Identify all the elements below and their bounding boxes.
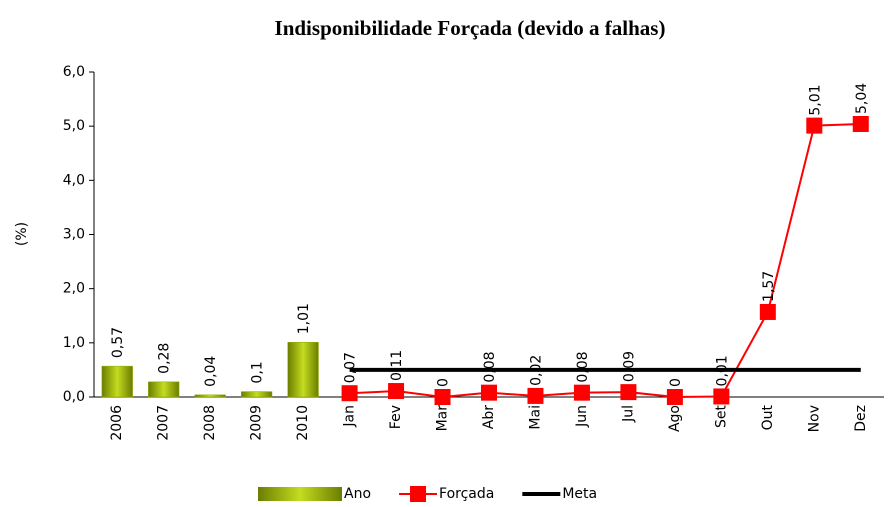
chart-title: Indisponibilidade Forçada (devido a falh…	[275, 16, 666, 40]
y-tick-label: 6,0	[63, 64, 85, 80]
data-label: 1,01	[296, 303, 312, 334]
x-tick-label: 2007	[156, 405, 172, 441]
marker	[434, 389, 451, 405]
data-label: 0,09	[621, 351, 637, 382]
data-label: 0,08	[482, 351, 498, 382]
bar	[194, 394, 226, 398]
data-label: 0	[436, 378, 452, 387]
marker	[573, 384, 590, 401]
x-tick-label: Jul	[620, 405, 636, 423]
bar	[241, 391, 273, 398]
x-tick-label: Mar	[435, 405, 451, 432]
x-tick-label: 2009	[249, 405, 265, 441]
y-tick-label: 2,0	[63, 281, 85, 297]
x-tick-label: Nov	[806, 405, 822, 432]
x-tick-label: Mai	[527, 405, 543, 430]
data-label: 0,08	[575, 351, 591, 382]
x-tick-label: Set	[713, 405, 729, 429]
x-tick-label: Jan	[342, 405, 358, 428]
legend-label: Meta	[562, 486, 597, 502]
y-tick-label: 0,0	[63, 389, 85, 405]
x-tick-label: 2010	[295, 405, 311, 441]
data-label: 0	[668, 378, 684, 387]
x-tick-label: Jun	[574, 405, 590, 428]
marker	[713, 388, 730, 405]
marker	[806, 117, 823, 134]
legend-label: Forçada	[439, 486, 494, 502]
marker	[852, 116, 869, 132]
y-tick-label: 1,0	[63, 335, 85, 351]
legend-marker	[410, 486, 427, 502]
marker	[388, 383, 405, 400]
legend-label: Ano	[344, 486, 371, 502]
x-tick-label: 2008	[202, 405, 218, 441]
x-tick-label: 2006	[109, 405, 125, 441]
x-tick-label: Fev	[388, 405, 404, 429]
x-tick-label: Out	[760, 404, 776, 430]
y-tick-label: 3,0	[63, 227, 85, 243]
marker	[481, 384, 497, 401]
legend-swatch	[258, 487, 342, 501]
marker	[341, 385, 358, 402]
marker	[759, 303, 776, 320]
data-label: 0,04	[203, 356, 219, 387]
y-axis-label: (%)	[14, 222, 30, 246]
x-tick-label: Ago	[667, 405, 683, 432]
x-tick-label: Dez	[853, 405, 869, 432]
data-label: 0,11	[389, 350, 405, 381]
data-label: 5,01	[807, 84, 823, 115]
x-tick-label: Abr	[481, 405, 497, 429]
data-label: 0,57	[110, 327, 126, 358]
data-label: 1,57	[761, 271, 777, 302]
bar	[287, 342, 319, 398]
marker	[666, 389, 683, 405]
data-label: 0,28	[157, 343, 173, 374]
marker	[527, 387, 544, 404]
data-label: 0,1	[250, 361, 266, 383]
data-label: 5,04	[854, 83, 870, 114]
data-label: 0,07	[343, 352, 359, 383]
bar	[101, 365, 133, 398]
y-tick-label: 5,0	[63, 118, 85, 134]
y-tick-label: 4,0	[63, 172, 85, 188]
marker	[620, 384, 637, 401]
line	[349, 123, 861, 399]
bar	[148, 381, 180, 398]
